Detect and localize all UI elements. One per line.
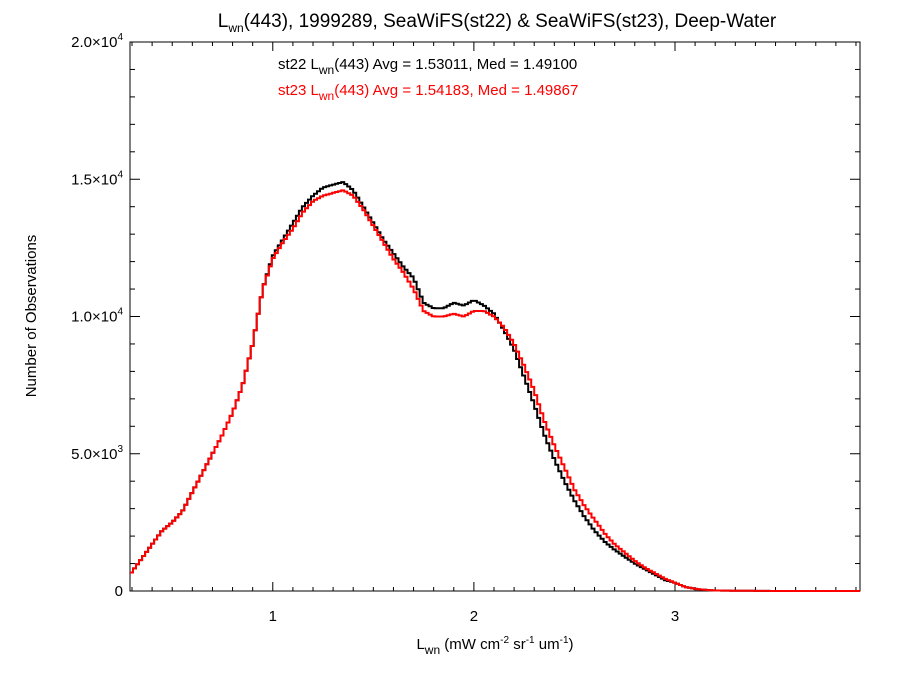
legend-st22-text: (443) Avg = 1.53011, Med = 1.49100 xyxy=(334,56,577,73)
x-axis-label: Lwn (mW cm-2 sr-1 um-1) xyxy=(416,635,573,657)
x-label-units-1: (mW cm xyxy=(440,636,500,653)
y-tick-label: 1.0×104 xyxy=(71,307,123,326)
y-axis-label: Number of Observations xyxy=(23,235,40,398)
series-st22-line xyxy=(130,181,860,592)
legend-st22-prefix: st22 L xyxy=(278,56,319,73)
legend-st23-text: (443) Avg = 1.54183, Med = 1.49867 xyxy=(334,82,578,99)
legend-entry-st22: st22 Lwn(443) Avg = 1.53011, Med = 1.491… xyxy=(278,56,577,77)
series-layer xyxy=(130,181,860,592)
y-tick-label: 5.0×103 xyxy=(71,444,123,463)
x-label-units-2: sr xyxy=(509,636,526,653)
chart-title: Lwn(443), 1999289, SeaWiFS(st22) & SeaWi… xyxy=(218,11,777,35)
x-tick-label: 3 xyxy=(671,608,679,625)
legend-st22-subscript: wn xyxy=(318,63,334,77)
y-tick-label: 0 xyxy=(115,583,123,600)
x-tick-label: 2 xyxy=(470,608,478,625)
x-label-sup-1: -2 xyxy=(500,635,509,646)
chart-title-rest: (443), 1999289, SeaWiFS(st22) & SeaWiFS(… xyxy=(244,11,777,32)
legend-st23-subscript: wn xyxy=(318,89,334,103)
chart-title-subscript: wn xyxy=(227,21,243,35)
x-label-L: L xyxy=(416,636,424,653)
x-label-units-3: um xyxy=(535,636,560,653)
x-label-units-4: ) xyxy=(569,636,574,653)
axis-ticks: 1 2 3 0 5.0×103 1.0×104 1.5×104 2.0×104 xyxy=(71,32,860,625)
legend-entry-st23: st23 Lwn(443) Avg = 1.54183, Med = 1.498… xyxy=(278,82,578,103)
y-tick-label: 1.5×104 xyxy=(71,169,123,188)
series-st23-line xyxy=(130,189,860,592)
x-label-sup-3: -1 xyxy=(560,635,569,646)
legend-st23-prefix: st23 L xyxy=(278,82,319,99)
x-tick-label: 1 xyxy=(269,608,277,625)
x-label-sup-2: -1 xyxy=(526,635,535,646)
chart-title-main: L xyxy=(218,11,229,32)
y-tick-label: 2.0×104 xyxy=(71,32,123,51)
x-label-sub-wn: wn xyxy=(424,643,440,657)
